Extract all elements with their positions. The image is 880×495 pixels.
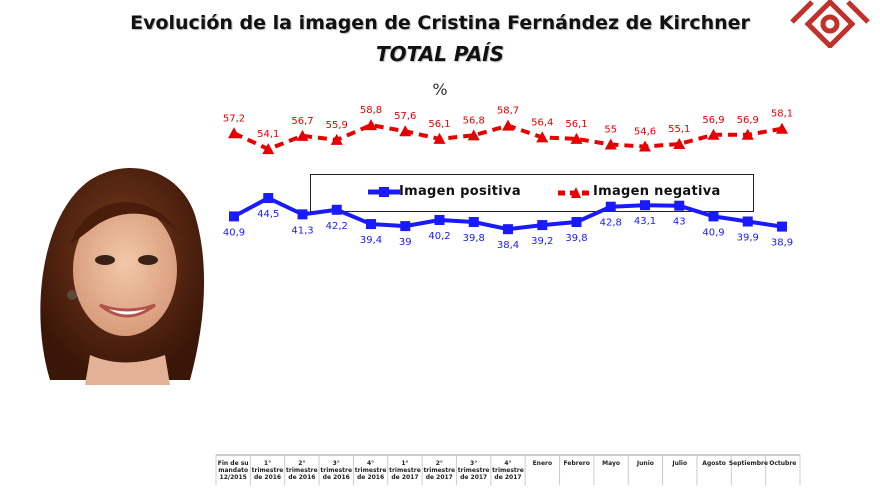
x-tick-label: 2° trimestre de 2016 [286,460,318,481]
negative-point [365,119,377,131]
negative-data-label: 56,1 [428,119,450,130]
negative-point [228,127,240,139]
negative-data-label: 55,1 [668,124,690,135]
positive-data-label: 40,9 [702,227,724,238]
positive-data-label: 38,9 [771,238,793,249]
x-tick-label: Octubre [769,460,796,467]
chart-subtitle: TOTAL PAÍS [375,42,505,66]
negative-point [467,129,480,141]
x-tick-label: 3° trimestre de 2017 [458,460,490,481]
legend-positive-marker [368,187,400,197]
negative-data-label: 55 [604,125,617,136]
negative-data-label: 56,9 [702,115,724,126]
negative-data-label: 55,9 [326,120,348,131]
positive-data-label: 43 [673,217,686,228]
x-tick-label: 1° trimestre de 2016 [252,460,284,481]
brand-logo [790,0,870,48]
x-tick-label: Septiembre [729,460,768,467]
positive-point [708,211,719,222]
positive-data-label: 38,4 [497,240,519,251]
negative-data-label: 56,9 [737,115,759,126]
positive-data-label: 39,8 [463,233,485,244]
positive-point [400,221,411,232]
x-tick-label: 4° trimestre de 2016 [355,460,387,481]
negative-point [296,129,309,141]
negative-point [776,122,788,134]
legend-negative-label: Imagen negativa [593,184,721,199]
negative-point [741,128,754,140]
negative-data-label: 56,7 [291,116,313,127]
x-tick-label: 1° trimestre de 2017 [389,460,421,481]
negative-data-label: 58,8 [360,105,382,116]
x-tick-label: Agosto [702,460,726,467]
positive-point [297,209,308,220]
negative-point [604,138,617,150]
portrait-photo [40,167,205,385]
negative-data-label: 56,4 [531,117,553,128]
negative-point [262,143,275,155]
positive-point [571,217,582,228]
positive-point [537,220,548,231]
negative-point [330,133,343,145]
positive-data-label: 44,5 [257,209,279,220]
x-tick-label: Mayo [602,460,620,467]
negative-data-label: 58,1 [771,109,793,120]
positive-data-label: 40,2 [428,231,450,242]
positive-point [605,201,616,212]
chart-title: Evolución de la imagen de Cristina Ferná… [130,12,750,34]
positive-point [503,224,513,235]
negative-point [536,131,549,143]
x-tick-label: Junio [636,460,654,467]
negative-point [639,140,651,152]
negative-data-label: 54,1 [257,129,279,140]
positive-data-label: 42,8 [600,218,622,229]
positive-point [777,221,787,232]
positive-data-label: 39,9 [737,233,759,244]
positive-point [640,200,650,211]
unit-label: % [432,80,448,99]
x-tick-label: 2° trimestre de 2017 [423,460,455,481]
negative-point [502,119,514,131]
legend-positive-label: Imagen positiva [399,184,521,199]
negative-data-label: 57,2 [223,113,245,124]
negative-data-label: 54,6 [634,127,656,138]
positive-data-label: 39 [399,237,412,248]
positive-point [434,214,445,225]
x-tick-label: Julio [671,460,687,467]
positive-point [742,216,753,227]
positive-data-label: 41,3 [291,225,313,236]
positive-point [674,200,685,211]
negative-point [707,128,720,140]
positive-point [229,211,239,222]
negative-point [433,132,446,144]
negative-data-label: 56,1 [565,119,587,130]
positive-data-label: 39,4 [360,235,382,246]
negative-point [399,125,412,137]
x-tick-label: 4° trimestre de 2017 [492,460,524,481]
positive-data-label: 40,9 [223,227,245,238]
positive-point [366,219,376,230]
positive-data-label: 39,8 [565,233,587,244]
positive-point [468,217,479,228]
x-tick-label: Fin de su mandato 12/2015 [218,460,249,481]
positive-data-label: 39,2 [531,236,553,247]
negative-data-label: 56,8 [463,115,485,126]
negative-point [673,137,686,149]
positive-point [263,193,274,204]
negative-point [570,132,583,144]
x-tick-label: 3° trimestre de 2016 [320,460,352,481]
positive-data-label: 42,2 [326,221,348,232]
positive-data-label: 43,1 [634,216,656,227]
negative-data-label: 58,7 [497,106,519,117]
legend-negative-marker [558,187,594,198]
x-tick-label: Enero [533,460,553,467]
x-tick-label: Febrero [564,460,590,467]
negative-data-label: 57,6 [394,111,416,122]
positive-point [331,204,342,215]
